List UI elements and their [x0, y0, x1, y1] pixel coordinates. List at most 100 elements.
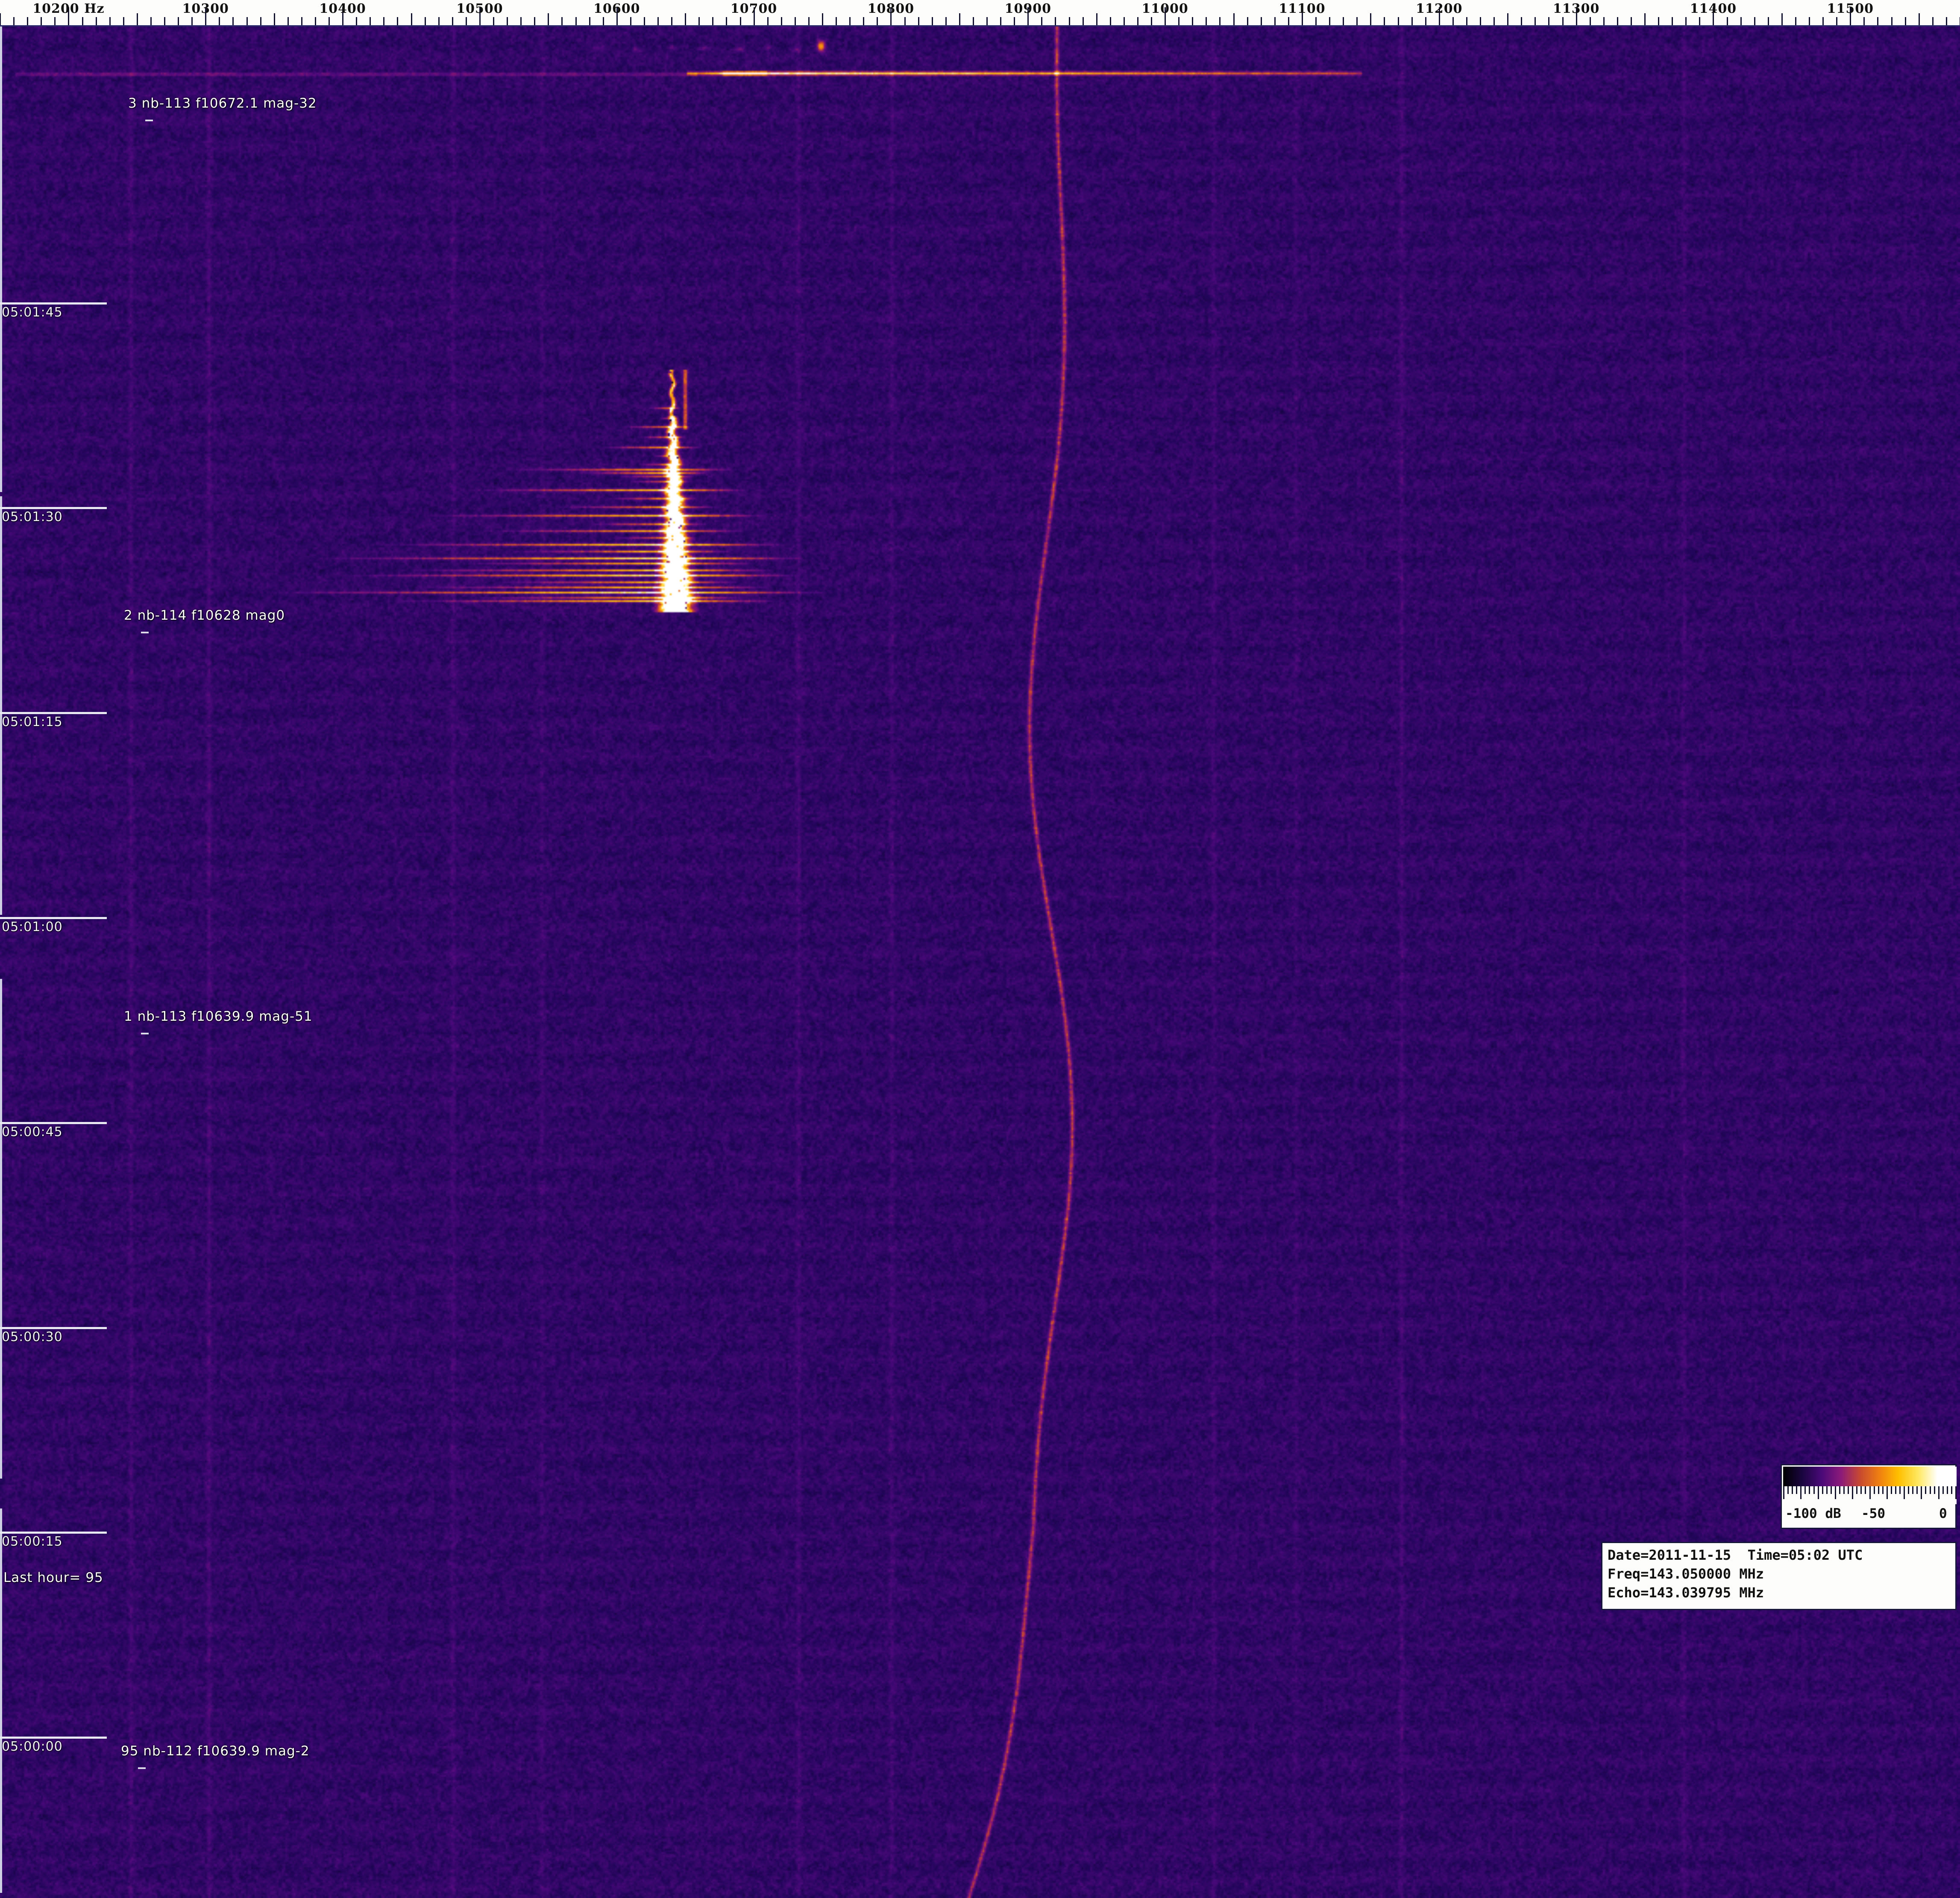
colorbar-minor-tick	[1947, 1486, 1948, 1494]
colorbar-legend: -100 dB -50 0	[1781, 1464, 1957, 1529]
frequency-minor-tick	[1699, 17, 1701, 25]
colorbar-minor-tick	[1895, 1486, 1896, 1494]
frequency-minor-tick	[1000, 17, 1002, 25]
colorbar-label-min: -100 dB	[1785, 1506, 1841, 1521]
frequency-minor-tick	[191, 17, 193, 25]
frequency-minor-tick	[1767, 17, 1769, 25]
frequency-minor-tick	[1219, 17, 1221, 25]
frequency-minor-tick	[1877, 17, 1879, 25]
frequency-minor-tick	[602, 17, 604, 25]
frequency-tick-label: 10200 Hz	[32, 1, 105, 16]
frequency-tick-label: 11100	[1279, 1, 1326, 16]
frequency-minor-tick	[1740, 17, 1742, 25]
colorbar-minor-tick	[1925, 1486, 1926, 1494]
frequency-minor-tick	[1932, 17, 1934, 25]
frequency-minor-tick	[1315, 17, 1317, 25]
time-axis-rail	[0, 979, 2, 1479]
frequency-minor-tick	[383, 17, 385, 25]
frequency-minor-tick	[1260, 17, 1262, 25]
frequency-minor-tick	[95, 17, 97, 25]
time-axis-label: 05:01:00	[2, 920, 63, 935]
frequency-minor-tick	[1644, 13, 1646, 25]
frequency-minor-tick	[1178, 17, 1180, 25]
colorbar-minor-tick	[1848, 1486, 1849, 1494]
frequency-minor-tick	[1343, 17, 1344, 25]
frequency-minor-tick	[424, 17, 426, 25]
frequency-minor-tick	[438, 17, 440, 25]
colorbar-major-tick	[1818, 1486, 1819, 1499]
frequency-minor-tick	[1233, 13, 1235, 25]
frequency-minor-tick	[136, 13, 138, 25]
event-annotation-marker	[138, 1767, 146, 1769]
frequency-minor-tick	[1096, 13, 1097, 25]
frequency-tick-label: 10900	[1004, 1, 1051, 16]
frequency-minor-tick	[1384, 17, 1385, 25]
frequency-tick-label: 11400	[1690, 1, 1737, 16]
colorbar-major-tick	[1800, 1486, 1802, 1499]
frequency-minor-tick	[1630, 17, 1632, 25]
colorbar-minor-tick	[1843, 1486, 1845, 1494]
frequency-minor-tick	[41, 17, 42, 25]
frequency-minor-tick	[1754, 17, 1755, 25]
frequency-minor-tick	[465, 17, 467, 25]
frequency-minor-tick	[575, 17, 577, 25]
frequency-major-tick	[890, 7, 892, 25]
info-freq: Freq=143.050000 MHz	[1608, 1566, 1764, 1582]
frequency-minor-tick	[178, 17, 179, 25]
event-annotation-label[interactable]: 3 nb-113 f10672.1 mag-32	[128, 96, 317, 111]
frequency-minor-tick	[548, 13, 549, 25]
colorbar-minor-tick	[1822, 1486, 1823, 1494]
time-axis-tick	[0, 1737, 107, 1739]
frequency-minor-tick	[54, 17, 56, 25]
frequency-minor-tick	[273, 13, 275, 25]
colorbar-minor-tick	[1792, 1486, 1793, 1494]
colorbar-minor-tick	[1809, 1486, 1810, 1494]
time-axis-tick	[0, 712, 107, 715]
colorbar-label-mid: -50	[1861, 1506, 1885, 1521]
colorbar-minor-tick	[1934, 1486, 1935, 1494]
frequency-minor-tick	[1617, 17, 1618, 25]
frequency-minor-tick	[1397, 17, 1399, 25]
frequency-major-tick	[1165, 7, 1166, 25]
frequency-minor-tick	[370, 17, 371, 25]
status-info-box: Date=2011-11-15 Time=05:02 UTC Freq=143.…	[1601, 1542, 1957, 1610]
frequency-minor-tick	[1863, 17, 1865, 25]
frequency-minor-tick	[1891, 17, 1893, 25]
frequency-minor-tick	[561, 17, 563, 25]
time-axis-label: 05:00:00	[2, 1739, 63, 1754]
time-axis-label: 05:00:45	[2, 1124, 63, 1139]
frequency-minor-tick	[1548, 17, 1550, 25]
frequency-minor-tick	[1480, 17, 1482, 25]
colorbar-minor-tick	[1912, 1486, 1913, 1494]
time-axis-tick	[0, 302, 107, 305]
frequency-minor-tick	[1535, 17, 1536, 25]
frequency-minor-tick	[1589, 17, 1591, 25]
colorbar-minor-tick	[1839, 1486, 1840, 1494]
event-annotation-label[interactable]: 2 nb-114 f10628 mag0	[124, 608, 285, 623]
frequency-minor-tick	[863, 17, 865, 25]
frequency-minor-tick	[1014, 17, 1015, 25]
frequency-minor-tick	[657, 17, 659, 25]
event-annotation-label[interactable]: 95 nb-112 f10639.9 mag-2	[121, 1743, 310, 1759]
colorbar-ruler	[1783, 1486, 1957, 1504]
frequency-minor-tick	[931, 17, 933, 25]
colorbar-minor-tick	[1916, 1486, 1918, 1494]
colorbar-major-tick	[1869, 1486, 1871, 1499]
frequency-tick-label: 11300	[1552, 1, 1600, 16]
time-axis-label: 05:01:45	[2, 305, 63, 320]
time-axis-tick	[0, 1532, 107, 1534]
frequency-minor-tick	[1658, 17, 1660, 25]
frequency-major-tick	[1713, 7, 1714, 25]
frequency-minor-tick	[411, 13, 412, 25]
frequency-minor-tick	[849, 17, 851, 25]
event-annotation-label[interactable]: 1 nb-113 f10639.9 mag-51	[124, 1009, 313, 1024]
frequency-minor-tick	[1672, 17, 1673, 25]
frequency-minor-tick	[1562, 17, 1564, 25]
frequency-minor-tick	[13, 17, 15, 25]
frequency-minor-tick	[1082, 17, 1084, 25]
frequency-minor-tick	[1247, 17, 1248, 25]
frequency-major-tick	[753, 7, 755, 25]
frequency-minor-tick	[534, 17, 536, 25]
frequency-minor-tick	[1055, 17, 1056, 25]
frequency-minor-tick	[452, 17, 453, 25]
